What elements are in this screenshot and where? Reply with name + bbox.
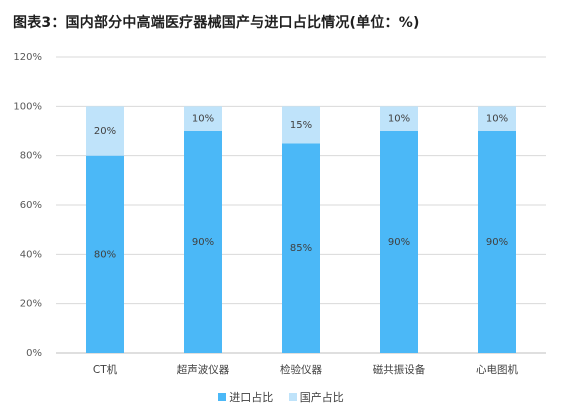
data-label-domestic: 10% [486, 114, 508, 125]
legend-swatch-import [218, 393, 227, 401]
y-tick-label: 20% [20, 299, 42, 310]
data-label-import: 90% [486, 237, 508, 248]
data-label-domestic: 10% [192, 114, 214, 125]
x-tick-label: CT机 [93, 363, 118, 376]
data-label-domestic: 20% [94, 126, 116, 137]
data-label-import: 90% [192, 237, 214, 248]
bar-import [380, 131, 418, 353]
data-label-import: 85% [290, 243, 312, 254]
y-tick-label: 60% [20, 200, 42, 211]
chart-title: 图表3：国内部分中高端医疗器械国产与进口占比情况(单位：%) [13, 15, 420, 31]
bar-domestic [184, 106, 222, 131]
data-label-import: 80% [94, 249, 116, 260]
data-label-domestic: 15% [290, 120, 312, 131]
bar-domestic [478, 106, 516, 131]
legend-label-domestic: 国产占比 [299, 391, 344, 404]
x-tick-label: 磁共振设备 [373, 363, 426, 376]
data-label-import: 90% [388, 237, 410, 248]
legend-swatch-domestic [288, 393, 297, 401]
legend-item-import: 进口占比 [218, 389, 273, 405]
bar-import [478, 131, 516, 353]
data-label-domestic: 10% [388, 114, 410, 125]
chart-legend: 进口占比 国产占比 [0, 389, 562, 405]
legend-label-import: 进口占比 [229, 391, 274, 404]
y-tick-label: 120% [13, 52, 42, 63]
y-tick-label: 80% [20, 151, 42, 162]
x-tick-label: 检验仪器 [280, 363, 322, 376]
x-tick-label: 心电图机 [476, 363, 518, 376]
y-tick-label: 40% [20, 249, 42, 260]
bar-domestic [380, 106, 418, 131]
y-tick-label: 100% [13, 101, 42, 112]
bar-import [184, 131, 222, 353]
y-tick-label: 0% [26, 348, 42, 359]
x-tick-label: 超声波仪器 [177, 363, 230, 376]
bar-import [86, 155, 124, 353]
bar-domestic [282, 106, 320, 144]
bar-domestic [86, 106, 124, 156]
bar-import [282, 143, 320, 353]
legend-item-domestic: 国产占比 [288, 389, 344, 405]
